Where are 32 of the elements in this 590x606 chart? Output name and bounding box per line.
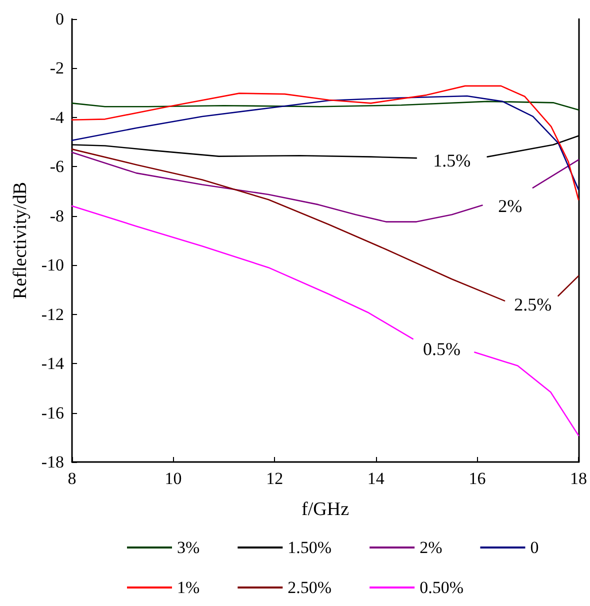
y-tick-label: -6	[50, 157, 64, 176]
annotation: 2%	[498, 196, 522, 216]
x-tick-label: 14	[367, 469, 385, 488]
annotation: 1.5%	[433, 150, 471, 171]
legend-label: 3%	[177, 538, 200, 557]
x-tick-label: 16	[468, 469, 486, 488]
x-axis-title: f/GHz	[302, 499, 349, 520]
annotation: 2.5%	[514, 294, 552, 314]
y-tick-label: -2	[50, 58, 64, 78]
y-tick-label: -8	[50, 206, 64, 226]
x-tick-label: 8	[68, 469, 76, 488]
y-tick-label: -10	[41, 256, 64, 275]
legend-label: 0	[530, 538, 539, 557]
legend-label: 2.50%	[288, 578, 332, 597]
y-axis-title: Reflectivity/dB	[10, 182, 31, 300]
legend-label: 1%	[177, 578, 200, 597]
y-tick-label: -18	[41, 452, 64, 472]
line-series	[71, 100, 580, 110]
y-tick-label: -4	[50, 108, 64, 127]
legend-label: 2%	[420, 538, 442, 557]
legend-label: 1.50%	[288, 538, 332, 557]
line-series	[71, 85, 580, 200]
y-tick-label: -14	[41, 354, 64, 374]
y-tick-label: -16	[41, 403, 64, 422]
line-series	[71, 95, 580, 190]
x-tick-label: 10	[164, 469, 182, 488]
y-tick-label: 0	[56, 10, 64, 28]
legend-label: 0.50%	[420, 578, 464, 597]
x-tick-label: 12	[266, 469, 284, 488]
x-tick-label: 18	[570, 469, 587, 488]
y-tick-label: -12	[41, 304, 64, 324]
annotation: 0.5%	[422, 338, 460, 359]
